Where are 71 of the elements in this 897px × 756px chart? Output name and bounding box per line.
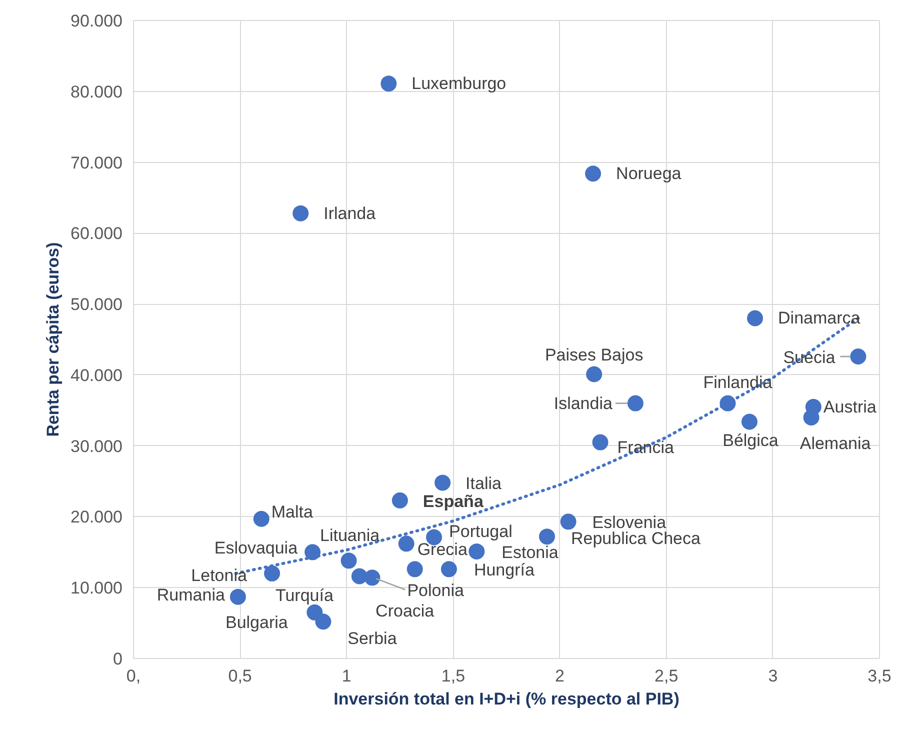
x-tick-label: 0, (126, 666, 141, 686)
point (230, 588, 246, 605)
annotation: Alemania (800, 434, 872, 453)
y-tick-label: 80.000 (70, 82, 123, 102)
point (351, 568, 368, 584)
point (292, 205, 309, 222)
y-tick-label: 50.000 (70, 295, 123, 314)
x-tick-label: 0,5 (228, 666, 252, 686)
x-axis-title: Inversión total en I+D+i (% respecto al PIB) (334, 690, 680, 708)
y-tick-label: 90.000 (70, 12, 123, 30)
point (803, 409, 820, 426)
point (560, 514, 576, 530)
annotation: Bélgica (722, 431, 779, 450)
point (380, 76, 397, 92)
point (586, 366, 602, 382)
annotation: España (422, 492, 484, 511)
annotation: Malta (271, 502, 314, 522)
annotation: Croacia (376, 602, 435, 621)
annotation: Serbia (348, 629, 398, 648)
point (340, 552, 357, 569)
annotation: Italia (466, 474, 502, 494)
point (741, 414, 758, 430)
annotation: Portugal (449, 522, 512, 541)
x-tick-label: 3,5 (868, 666, 892, 686)
point (747, 310, 764, 326)
annotation: Estonia (502, 542, 559, 562)
x-tick-label: 1,5 (441, 666, 466, 686)
annotation: Rumania (156, 585, 226, 604)
x-tick-label: 2,5 (654, 666, 678, 686)
point (585, 166, 602, 182)
annotation: Hungría (474, 560, 535, 580)
annotation: Lituania (320, 526, 380, 546)
annotation: Letonia (191, 566, 248, 585)
point (315, 614, 332, 630)
y-tick-label: 70.000 (70, 153, 123, 172)
annotation: Austria (823, 397, 877, 416)
annotation: Paises Bajos (544, 346, 644, 365)
annotation: Polonia (407, 581, 464, 600)
annotation: Dinamarca (778, 308, 861, 328)
x-tick-label: 1 (342, 666, 352, 686)
point (468, 543, 485, 560)
x-tick-label: 2 (555, 666, 565, 686)
point (364, 570, 380, 586)
y-tick-label: 60.000 (70, 224, 123, 244)
point (253, 510, 270, 527)
y-axis-title: Renta per cápita (euros) (44, 242, 63, 437)
y-tick-label: 40.000 (70, 366, 123, 385)
annotation: Eslovaquia (214, 538, 298, 558)
annotation: Grecia (417, 540, 468, 560)
annotation: Islandia (554, 394, 613, 413)
point (304, 544, 321, 560)
point (434, 474, 451, 491)
annotation: Bulgaria (225, 612, 288, 632)
point (440, 561, 457, 578)
point (538, 528, 555, 545)
point (398, 536, 414, 552)
y-tick-label: 0 (113, 650, 123, 668)
y-tick-label: 10.000 (70, 578, 123, 598)
point (627, 395, 644, 412)
point (392, 492, 408, 508)
annotation: Luxemburgo (412, 74, 506, 94)
annotation: Noruega (616, 164, 682, 184)
point (264, 565, 280, 582)
point (850, 348, 866, 364)
annotation: Turquía (275, 586, 334, 605)
y-tick-label: 30.000 (70, 436, 123, 456)
x-tick-label: 3 (768, 666, 778, 686)
point (406, 561, 423, 578)
y-tick-label: 20.000 (70, 508, 123, 527)
point (592, 434, 608, 450)
annotation: Irlanda (324, 204, 376, 223)
